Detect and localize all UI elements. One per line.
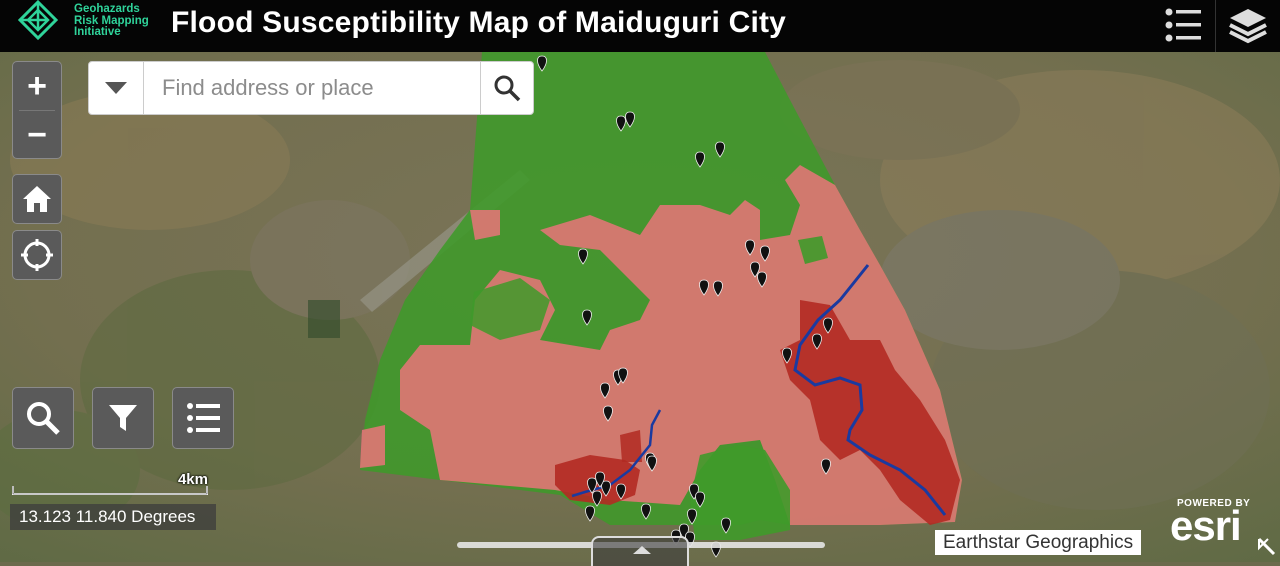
map-view[interactable] [0, 52, 1280, 562]
location-marker-icon[interactable] [603, 405, 613, 422]
location-marker-icon[interactable] [699, 279, 709, 296]
search-input[interactable] [144, 62, 480, 114]
menu-button[interactable] [1158, 0, 1208, 52]
location-marker-icon[interactable] [821, 458, 831, 475]
location-marker-icon[interactable] [695, 151, 705, 168]
location-marker-icon[interactable] [782, 347, 792, 364]
resize-arrow-icon[interactable] [1256, 536, 1278, 558]
location-marker-icon[interactable] [713, 280, 723, 297]
location-marker-icon[interactable] [585, 505, 595, 522]
coordinate-readout: 13.123 11.840 Degrees [10, 504, 216, 530]
location-marker-icon[interactable] [625, 111, 635, 128]
scale-bar: 4km [12, 471, 208, 496]
location-marker-icon[interactable] [760, 245, 770, 262]
header-divider [1215, 0, 1216, 52]
app-header: Geohazards Risk Mapping Initiative Flood… [0, 0, 1280, 52]
location-marker-icon[interactable] [687, 508, 697, 525]
scale-bar-line [12, 486, 208, 495]
search-widget [88, 61, 534, 115]
basemap-attribution[interactable]: Earthstar Geographics [935, 530, 1142, 555]
search-icon [27, 402, 60, 435]
location-marker-icon[interactable] [616, 483, 626, 500]
list-icon [1165, 8, 1201, 42]
location-marker-icon[interactable] [750, 261, 760, 278]
layers-button[interactable] [1222, 0, 1274, 52]
filter-icon [109, 405, 137, 431]
zoom-divider [19, 110, 55, 111]
basemap-texture [0, 60, 1280, 530]
location-marker-icon[interactable] [595, 471, 605, 488]
location-marker-icon[interactable] [721, 517, 731, 534]
moderate-susceptibility-patch [470, 210, 500, 240]
home-icon [23, 186, 51, 212]
filter-button[interactable] [92, 387, 154, 449]
location-marker-icon[interactable] [823, 317, 833, 334]
layers-icon [1229, 9, 1267, 44]
zoom-control: + − [12, 61, 62, 159]
high-susceptibility-zone [780, 300, 960, 525]
home-button[interactable] [12, 174, 62, 224]
layer-list-button[interactable] [172, 387, 234, 449]
bottom-panel-tab[interactable] [591, 536, 689, 566]
geohazards-logo-icon [18, 0, 58, 41]
search-icon [494, 75, 521, 102]
low-susceptibility-island [690, 445, 790, 540]
org-name: Geohazards Risk Mapping Initiative [74, 3, 149, 38]
powered-by-label: POWERED BY [1177, 498, 1251, 509]
location-marker-icon[interactable] [757, 271, 767, 288]
esri-wordmark: esri [1170, 502, 1242, 549]
location-marker-icon[interactable] [616, 115, 626, 132]
river-channel [571, 409, 662, 498]
river [793, 264, 947, 516]
location-marker-icon[interactable] [812, 333, 822, 350]
chevron-down-icon [105, 82, 127, 94]
high-susceptibility-patch [620, 430, 642, 462]
low-susceptibility-island [470, 278, 550, 340]
moderate-susceptibility-patch [360, 425, 385, 468]
location-marker-icon[interactable] [618, 367, 628, 384]
search-submit-button[interactable] [480, 62, 533, 114]
location-marker-icon[interactable] [745, 239, 755, 256]
location-marker-icon[interactable] [601, 480, 611, 497]
location-marker-icon[interactable] [582, 309, 592, 326]
zoom-in-button[interactable]: + [27, 66, 47, 105]
location-marker-icon[interactable] [647, 455, 657, 472]
location-marker-icon[interactable] [715, 141, 725, 158]
locate-button[interactable] [12, 230, 62, 280]
page-title: Flood Susceptibility Map of Maiduguri Ci… [171, 6, 787, 39]
low-susceptibility-island [798, 236, 828, 264]
location-marker-icon[interactable] [587, 477, 597, 494]
search-source-dropdown[interactable] [89, 62, 144, 114]
list-icon [187, 403, 220, 433]
zoom-out-button[interactable]: − [27, 115, 47, 154]
location-marker-icon[interactable] [695, 491, 705, 508]
location-marker-icon[interactable] [641, 503, 651, 520]
location-marker-icon[interactable] [537, 55, 547, 72]
location-marker-icon[interactable] [592, 490, 602, 507]
scale-label: 4km [177, 471, 208, 488]
location-marker-icon[interactable] [578, 248, 588, 265]
location-marker-icon[interactable] [600, 382, 610, 399]
chevron-up-icon [633, 546, 651, 554]
search-tool-button[interactable] [12, 387, 74, 449]
crosshair-icon [21, 239, 53, 271]
